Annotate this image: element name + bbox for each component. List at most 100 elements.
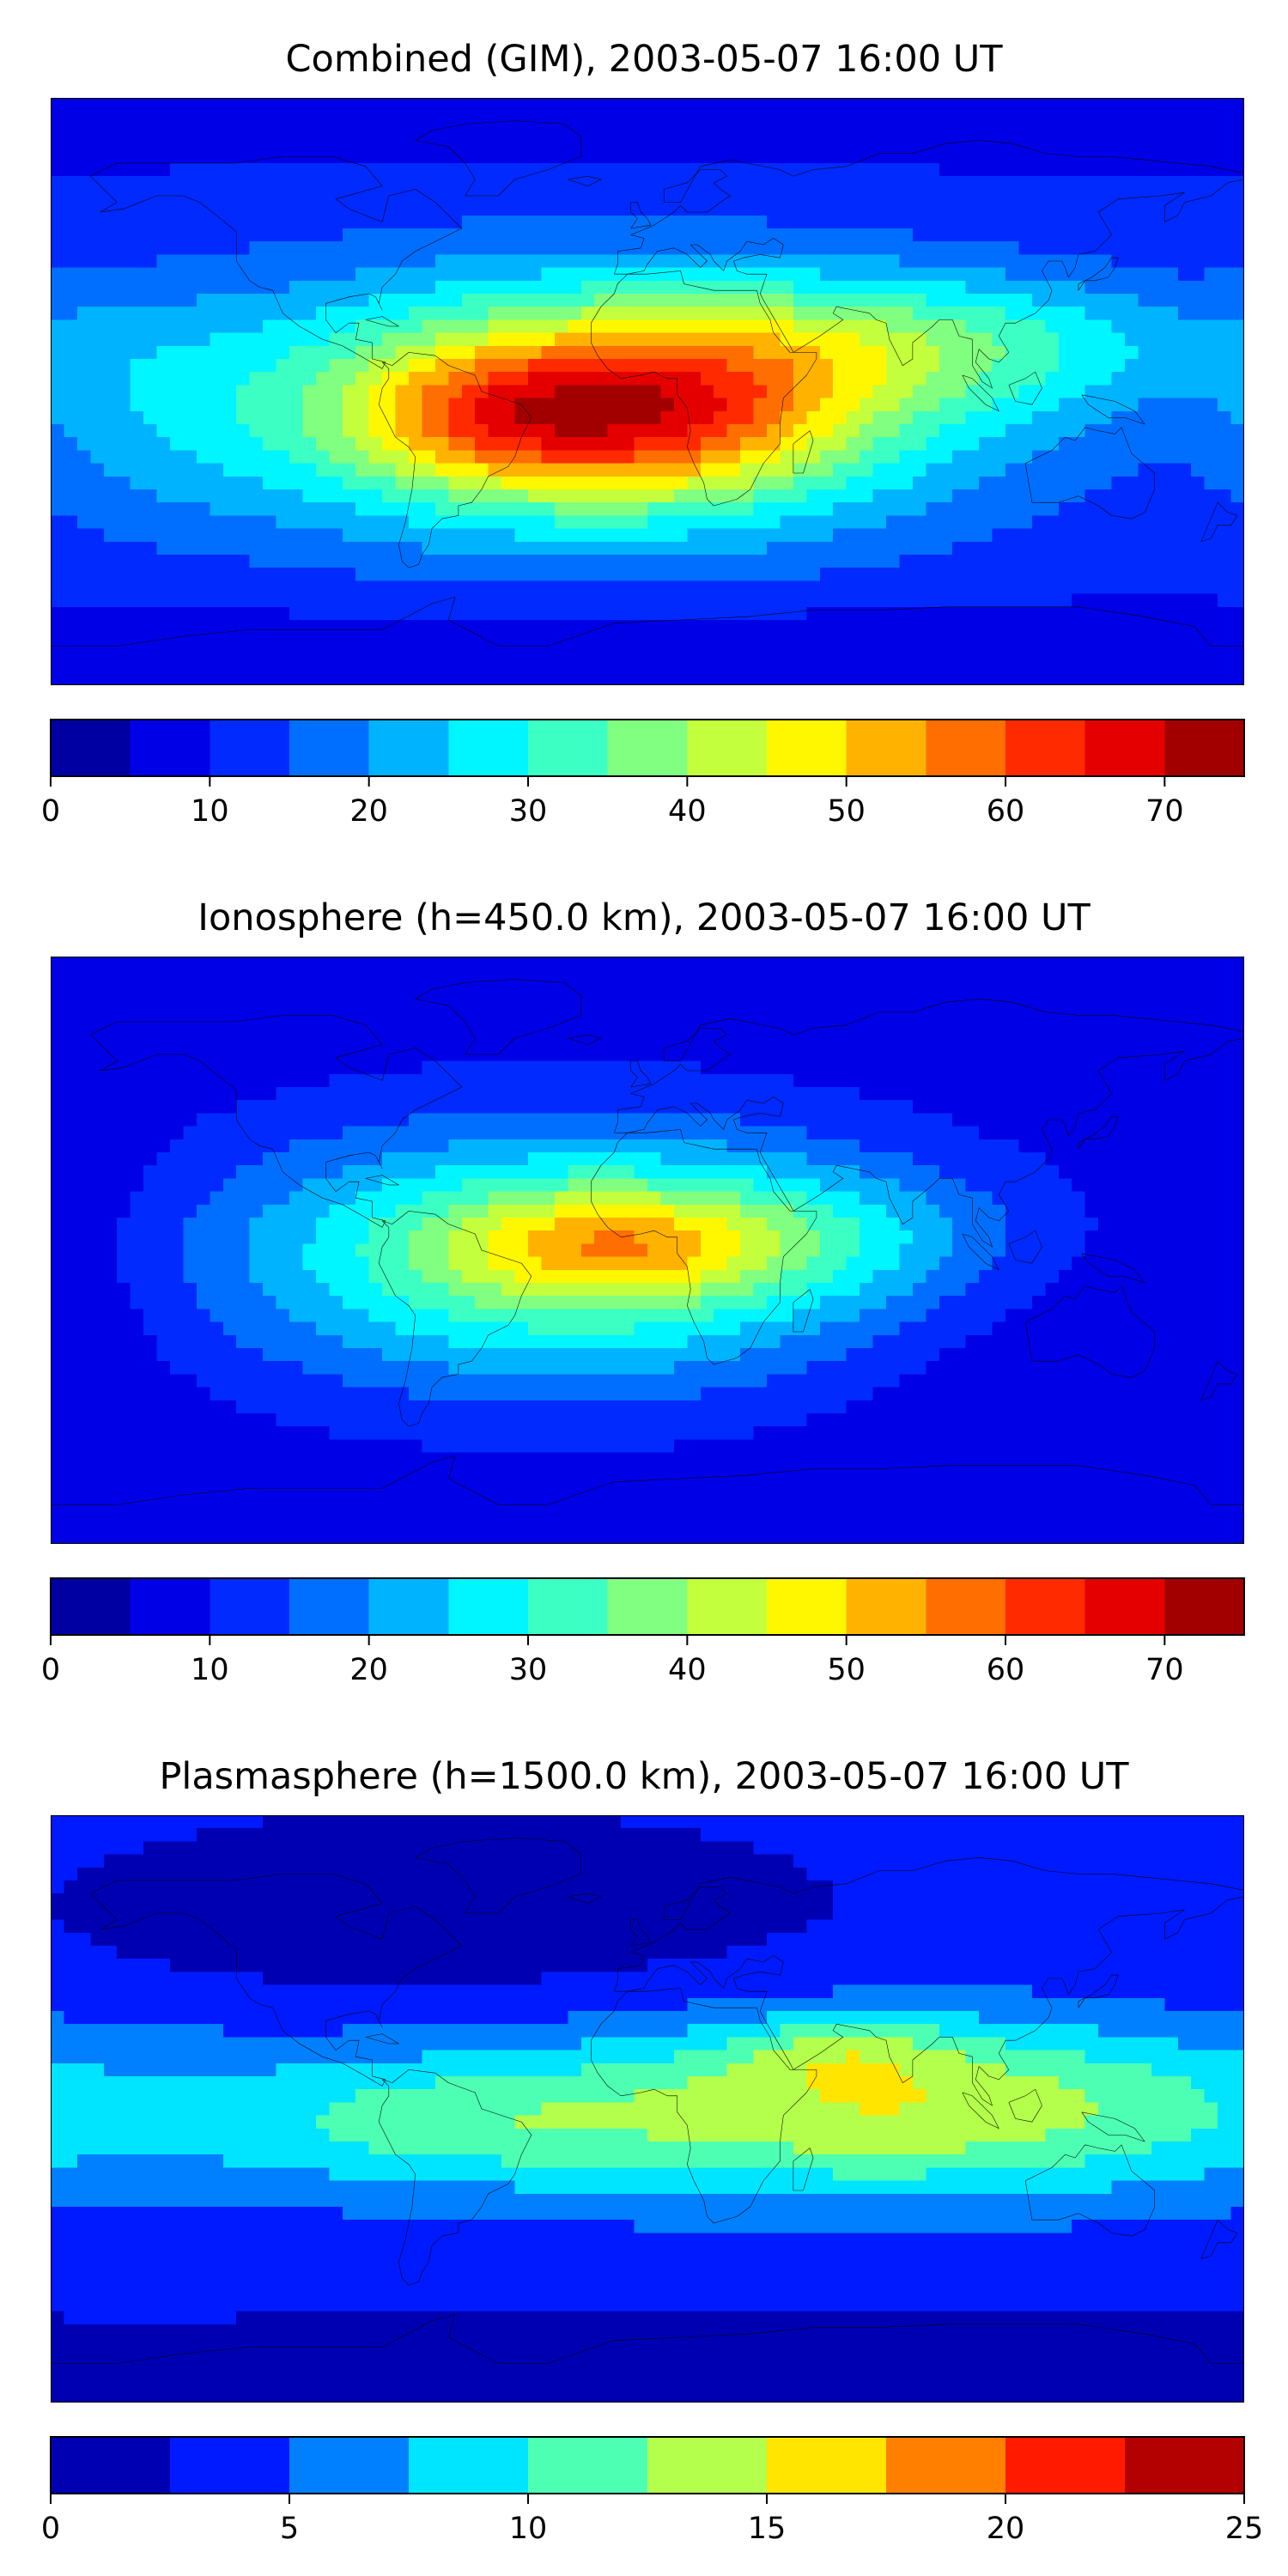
field-cell — [117, 345, 131, 360]
field-cell — [382, 319, 397, 334]
field-cell — [621, 995, 635, 1010]
field-cell — [660, 372, 675, 386]
field-cell — [422, 541, 436, 556]
field-cell — [64, 98, 78, 112]
field-cell — [143, 580, 158, 595]
field-cell — [992, 163, 1006, 177]
field-cell — [1230, 489, 1244, 503]
field-cell — [434, 450, 449, 465]
field-cell — [1204, 1048, 1218, 1062]
field-cell — [580, 646, 595, 660]
field-cell — [448, 319, 463, 334]
field-cell — [780, 528, 794, 543]
field-cell — [1072, 215, 1086, 229]
field-cell — [222, 398, 237, 412]
field-cell — [76, 202, 91, 216]
field-cell — [860, 957, 874, 970]
field-cell — [342, 568, 356, 581]
field-cell — [541, 280, 556, 295]
field-cell — [912, 606, 927, 621]
field-cell — [1005, 659, 1020, 673]
field-cell — [342, 294, 356, 307]
field-cell — [236, 646, 251, 660]
field-cell — [395, 98, 410, 112]
field-cell — [51, 137, 65, 151]
field-cell — [1151, 385, 1165, 399]
field-cell — [899, 410, 914, 425]
field-cell — [872, 995, 887, 1010]
field-cell — [580, 189, 595, 204]
field-cell — [673, 1035, 688, 1048]
field-cell — [368, 280, 383, 295]
field-cell — [302, 620, 317, 634]
field-cell — [263, 463, 277, 477]
field-cell — [872, 215, 887, 229]
field-cell — [673, 1022, 688, 1036]
field-cell — [289, 176, 304, 190]
field-cell — [90, 957, 105, 970]
field-cell — [872, 332, 887, 347]
field-cell — [302, 332, 317, 347]
field-cell — [660, 1008, 675, 1023]
field-cell — [1138, 463, 1152, 477]
field-cell — [580, 228, 595, 242]
field-cell — [329, 969, 343, 983]
field-cell — [156, 372, 171, 386]
field-cell — [103, 176, 118, 190]
field-cell — [939, 1035, 953, 1048]
field-cell — [1098, 1060, 1113, 1075]
field-cell — [422, 1008, 436, 1023]
field-cell — [368, 319, 383, 334]
field-cell — [621, 215, 635, 229]
field-cell — [236, 176, 251, 190]
field-cell — [1045, 189, 1060, 204]
field-cell — [979, 98, 993, 112]
field-cell — [793, 1022, 807, 1036]
field-cell — [1045, 307, 1060, 320]
field-cell — [767, 541, 781, 556]
field-cell — [422, 1048, 436, 1062]
field-cell — [342, 332, 356, 347]
field-cell — [342, 215, 356, 229]
field-cell — [554, 228, 568, 242]
field-cell — [753, 646, 768, 660]
field-cell — [860, 1035, 874, 1048]
field-cell — [700, 149, 714, 164]
field-cell — [461, 98, 476, 112]
field-cell — [806, 969, 821, 983]
field-cell — [673, 957, 688, 970]
field-cell — [1058, 502, 1072, 516]
field-cell — [461, 489, 476, 503]
field-cell — [236, 98, 251, 112]
field-cell — [236, 359, 251, 373]
field-cell — [1151, 437, 1165, 451]
field-cell — [660, 528, 675, 543]
field-cell — [700, 410, 714, 425]
field-cell — [1084, 267, 1099, 282]
field-cell — [1218, 555, 1232, 568]
field-cell — [488, 995, 502, 1010]
field-cell — [634, 189, 648, 204]
field-cell — [541, 671, 556, 685]
field-cell — [64, 1048, 78, 1062]
field-cell — [143, 241, 158, 255]
field-cell — [196, 476, 210, 490]
field-cell — [1191, 555, 1206, 568]
field-cell — [872, 969, 887, 983]
field-cell — [488, 1022, 502, 1036]
field-cell — [554, 476, 568, 490]
field-cell — [806, 646, 821, 660]
field-cell — [64, 111, 78, 125]
field-cell — [382, 280, 397, 295]
field-cell — [461, 319, 476, 334]
field-cell — [448, 671, 463, 685]
field-cell — [673, 163, 688, 177]
field-cell — [1164, 215, 1179, 229]
field-cell — [130, 476, 144, 490]
field-cell — [607, 489, 622, 503]
field-cell — [819, 176, 834, 190]
field-cell — [448, 528, 463, 543]
field-cell — [926, 1008, 940, 1023]
field-cell — [1230, 463, 1244, 477]
field-cell — [554, 502, 568, 516]
